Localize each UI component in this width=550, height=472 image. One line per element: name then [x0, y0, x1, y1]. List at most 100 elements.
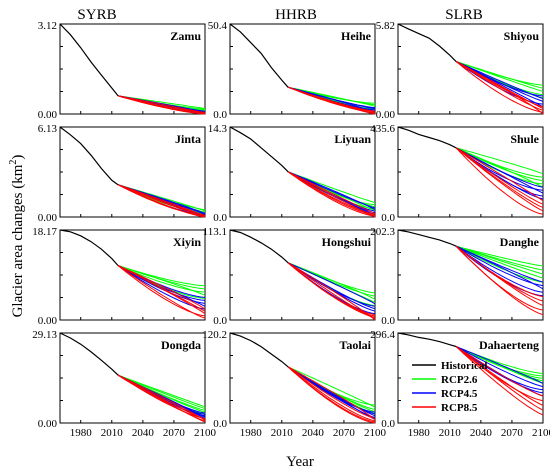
x-axis-label: Year — [286, 454, 314, 470]
series-rcp85-line — [455, 346, 544, 397]
series-rcp85-line — [455, 147, 544, 205]
y-axis-label-close: ) — [10, 155, 26, 160]
series-rcp45-line — [455, 245, 544, 287]
series-rcp26-line — [117, 374, 206, 408]
series-rcp85-line — [455, 245, 544, 311]
y-tick-label-min: 0.0 — [213, 315, 227, 327]
y-tick-label-min: 0.0 — [381, 418, 395, 430]
series-rcp85-line — [117, 374, 206, 420]
y-tick-label-max: 113.1 — [203, 226, 227, 238]
series-rcp26-line — [287, 171, 376, 204]
x-tick-label-2010: 2010 — [101, 427, 124, 439]
series-rcp26-line — [455, 147, 544, 175]
panel-title-xiyin: Xiyin — [173, 235, 201, 249]
x-tick-label-2070: 2070 — [163, 427, 186, 439]
series-rcp45-line — [287, 86, 376, 109]
panel-liyuan: 14.3 0.0 Liyuan — [208, 123, 376, 224]
y-axis-label: Glacier area changes (km2) — [8, 155, 26, 318]
x-tick-label-2040: 2040 — [132, 427, 155, 439]
series-historical-line — [229, 332, 289, 368]
series-rcp45-line — [455, 60, 544, 97]
legend-label-historical: Historical — [441, 360, 487, 372]
panel-danghe: 202.3 0.0 Danghe — [370, 226, 544, 327]
y-tick-label-max: 202.3 — [370, 226, 395, 238]
x-tick-label-1980: 1980 — [408, 427, 431, 439]
series-historical-line — [59, 229, 119, 266]
panel-title-zamu: Zamu — [170, 29, 201, 43]
series-rcp85-line — [455, 245, 544, 298]
column-header-syrb: SYRB — [77, 7, 116, 23]
y-tick-label-max: 5.82 — [376, 20, 395, 32]
series-historical-line — [397, 126, 457, 149]
series-rcp85-line — [455, 147, 544, 202]
x-tick-label-2070: 2070 — [501, 427, 524, 439]
panel-heihe: 50.4 0.0 Heihe — [208, 20, 376, 121]
panel-title-shiyou: Shiyou — [504, 29, 540, 43]
series-rcp26-line — [455, 245, 544, 279]
series-historical-line — [397, 332, 457, 348]
series-historical-line — [229, 126, 289, 173]
series-rcp85-line — [117, 95, 206, 114]
y-tick-label-min: 0.0 — [213, 109, 227, 121]
series-rcp85-line — [287, 366, 376, 422]
y-tick-label-min: 0.0 — [213, 212, 227, 224]
x-tick-label-2100: 2100 — [364, 427, 387, 439]
series-rcp85-line — [287, 171, 376, 217]
column-header-hhrb: HHRB — [275, 7, 317, 23]
series-rcp85-line — [455, 60, 544, 108]
series-rcp26-line — [455, 245, 544, 283]
series-rcp85-line — [287, 86, 376, 114]
y-tick-label-max: 18.17 — [32, 226, 57, 238]
x-tick-label-2070: 2070 — [333, 427, 356, 439]
y-tick-label-min: 0.00 — [38, 418, 58, 430]
series-rcp45-line — [455, 245, 544, 283]
series-rcp85-line — [287, 86, 376, 112]
series-rcp85-line — [287, 262, 376, 316]
series-rcp85-line — [455, 61, 544, 113]
series-rcp85-line — [287, 171, 376, 215]
series-rcp85-line — [117, 265, 206, 312]
series-rcp26-line — [455, 60, 544, 86]
series-historical-line — [59, 126, 119, 186]
panel-dongda: 29.13 0.00 1980 2010 2040 2070 2100 Dongda — [32, 329, 216, 439]
legend-label-rcp26: RCP2.6 — [441, 374, 478, 386]
series-rcp85-line — [117, 184, 206, 217]
series-rcp85-line — [117, 184, 206, 217]
series-rcp45-line — [287, 262, 376, 305]
series-rcp85-line — [117, 184, 206, 216]
series-rcp26-line — [117, 265, 206, 287]
series-historical-line — [229, 229, 289, 264]
y-tick-label-max: 435.6 — [370, 123, 395, 135]
series-rcp45-line — [455, 147, 544, 188]
y-axis-label-main: Glacier area changes (km — [10, 164, 26, 317]
series-rcp45-line — [287, 262, 376, 310]
series-rcp45-line — [455, 245, 544, 293]
panel-title-heihe: Heihe — [341, 29, 372, 43]
y-tick-label-max: 6.13 — [38, 123, 58, 135]
series-rcp85-line — [117, 265, 206, 310]
panel-xiyin: 18.17 0.00 Xiyin — [32, 226, 206, 327]
panel-title-danghe: Danghe — [500, 235, 540, 249]
series-historical-line — [59, 23, 119, 97]
y-tick-label-max: 29.13 — [32, 329, 57, 341]
series-historical-line — [397, 23, 457, 62]
column-header-slrb: SLRB — [445, 7, 483, 23]
panel-title-dongda: Dongda — [161, 338, 201, 352]
series-rcp85-line — [117, 95, 206, 113]
x-tick-label-2040: 2040 — [470, 427, 493, 439]
y-tick-label-min: 0.00 — [376, 109, 396, 121]
series-historical-line — [229, 23, 289, 88]
panel-dahaerteng: 296.4 0.0 1980 2010 2040 2070 2100 Dahaerteng — [370, 329, 550, 439]
panel-title-liyuan: Liyuan — [334, 132, 371, 146]
series-rcp85-line — [287, 366, 376, 419]
y-tick-label-max: 120.2 — [202, 329, 227, 341]
series-rcp85-line — [117, 265, 206, 317]
series-historical-line — [397, 229, 457, 247]
series-rcp85-line — [455, 346, 544, 416]
x-tick-label-2010: 2010 — [271, 427, 294, 439]
panel-title-dahaerteng: Dahaerteng — [479, 338, 539, 352]
series-rcp85-line — [455, 346, 544, 406]
panel-title-taolai: Taolai — [339, 338, 371, 352]
series-rcp85-line — [287, 262, 376, 321]
